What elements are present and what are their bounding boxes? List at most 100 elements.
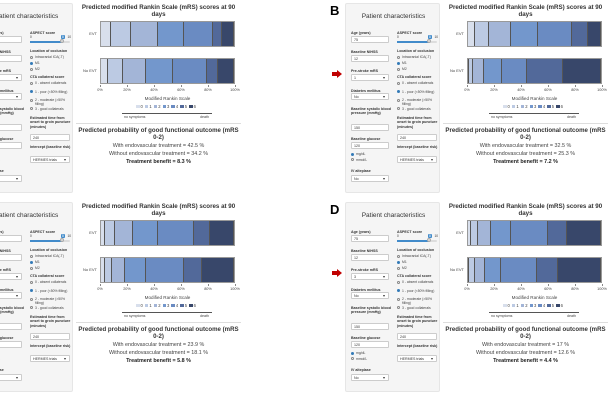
occlusion-radio[interactable]: Intracranial ICA(-T) — [30, 254, 72, 258]
slider-handle[interactable] — [60, 238, 64, 243]
aspect-slider[interactable] — [30, 41, 70, 43]
iv-alteplase-select[interactable]: No — [0, 175, 22, 182]
cta-radio[interactable]: 2 - moderate (>50% filling) — [397, 297, 439, 305]
glucose-unit-radio[interactable]: mg/dL — [351, 152, 365, 156]
systolic-bp-input[interactable]: 150 — [351, 323, 389, 330]
prestroke-mrs-select[interactable]: 2 — [0, 273, 22, 280]
glucose-input[interactable]: 120 — [0, 142, 22, 149]
cta-radio[interactable]: 3 - good collaterals — [30, 306, 72, 310]
slider-min: 0 — [30, 234, 32, 238]
field-label: Baseline glucose — [0, 137, 14, 141]
diabetes-select[interactable]: No — [0, 93, 22, 100]
cta-radio[interactable]: 0 - absent collaterals — [397, 280, 439, 284]
age-input[interactable]: 75 — [351, 235, 389, 242]
cta-radio[interactable]: 0 - absent collaterals — [30, 81, 72, 85]
prestroke-mrs-select[interactable]: 0 — [0, 74, 22, 81]
occlusion-radio[interactable]: M2 — [397, 67, 439, 71]
age-input[interactable]: 75 — [0, 36, 22, 43]
cta-radio[interactable]: 1 - poor (<50% filling) — [397, 90, 439, 94]
prestroke-mrs-select[interactable]: 3 — [351, 273, 389, 280]
onset-to-groin-time-input[interactable]: 240 — [397, 134, 437, 141]
occlusion-radio[interactable]: Intracranial ICA(-T) — [30, 55, 72, 59]
onset-to-groin-time-input[interactable]: 240 — [397, 333, 437, 340]
cta-radio[interactable]: 2 - moderate (>50% filling) — [397, 98, 439, 106]
onset-to-groin-time-input[interactable]: 240 — [30, 333, 70, 340]
bar-segment-mrs-2 — [472, 59, 485, 83]
intercept-select[interactable]: HERMES trials — [397, 156, 437, 163]
bar-segment-mrs-2 — [111, 258, 125, 282]
occlusion-radio[interactable]: M2 — [30, 67, 72, 71]
cta-radio[interactable]: 1 - poor (<50% filling) — [30, 90, 72, 94]
age-input[interactable]: 75 — [351, 36, 389, 43]
onset-to-groin-time-input[interactable]: 240 — [30, 134, 70, 141]
cta-radio[interactable]: 2 - moderate (>50% filling) — [30, 297, 72, 305]
prestroke-mrs-select[interactable]: 1 — [351, 74, 389, 81]
bar-segment-mrs-6 — [562, 59, 601, 83]
field-label: Location of occlusion — [30, 49, 68, 53]
slider-handle[interactable] — [427, 39, 431, 44]
diabetes-select[interactable]: No — [351, 93, 389, 100]
age-input[interactable]: 75 — [0, 235, 22, 242]
aspect-slider[interactable] — [397, 41, 437, 43]
nihss-input[interactable]: 12 — [0, 55, 22, 62]
legend-label: 5 — [184, 104, 188, 109]
occlusion-radio[interactable]: M1 — [397, 61, 439, 65]
legend-item: 0 — [503, 303, 510, 308]
occlusion-radio[interactable]: M2 — [30, 266, 72, 270]
x-axis-label: Modified Rankin Scale — [144, 295, 191, 300]
with-evt-probability: With endovascular treatment = 23.9 % — [112, 342, 205, 348]
legend-item: 6 — [189, 104, 196, 109]
cta-radio[interactable]: 1 - poor (<50% filling) — [397, 289, 439, 293]
cta-radio[interactable]: 0 - absent collaterals — [397, 81, 439, 85]
iv-alteplase-select[interactable]: No — [351, 374, 389, 381]
cta-radio[interactable]: 3 - good collaterals — [397, 306, 439, 310]
bar-segment-mrs-5 — [193, 221, 211, 245]
radio-icon — [30, 254, 33, 258]
glucose-unit-radio[interactable]: mmol/L — [351, 158, 367, 162]
field-label: Baseline NIHSS — [351, 249, 378, 253]
row-label: EVT — [89, 31, 97, 36]
glucose-input[interactable]: 120 — [351, 142, 389, 149]
occlusion-radio[interactable]: M2 — [397, 266, 439, 270]
aspect-slider[interactable] — [30, 240, 70, 242]
systolic-bp-input[interactable]: 150 — [351, 124, 389, 131]
systolic-bp-input[interactable]: 150 — [0, 124, 22, 131]
intercept-select[interactable]: HERMES trials — [30, 156, 70, 163]
radio-label: M2 — [402, 266, 407, 270]
occlusion-radio[interactable]: M1 — [397, 260, 439, 264]
stacked-bar-evt — [467, 220, 602, 246]
cta-radio[interactable]: 1 - poor (<50% filling) — [30, 289, 72, 293]
occlusion-radio[interactable]: M1 — [30, 260, 72, 264]
bar-segment-mrs-0 — [101, 221, 106, 245]
slider-handle[interactable] — [60, 39, 64, 44]
systolic-bp-input[interactable]: 150 — [0, 323, 22, 330]
glucose-input[interactable]: 120 — [351, 341, 389, 348]
occlusion-radio[interactable]: Intracranial ICA(-T) — [397, 254, 439, 258]
intercept-select[interactable]: HERMES trials — [397, 355, 437, 362]
iv-alteplase-select[interactable]: No — [0, 374, 22, 381]
aspect-slider[interactable] — [397, 240, 437, 242]
legend-swatch — [538, 104, 542, 108]
occlusion-radio[interactable]: M1 — [30, 61, 72, 65]
tick-mark — [154, 85, 155, 87]
diabetes-select[interactable]: No — [351, 292, 389, 299]
slider-handle[interactable] — [427, 238, 431, 243]
nihss-input[interactable]: 12 — [351, 254, 389, 261]
cta-radio[interactable]: 3 - good collaterals — [397, 107, 439, 111]
cta-radio[interactable]: 3 - good collaterals — [30, 107, 72, 111]
chart-title: Predicted modified Rankin Scale (mRS) sc… — [448, 4, 603, 18]
field-label: Intercept (baseline risk) — [397, 145, 438, 149]
nihss-input[interactable]: 12 — [0, 254, 22, 261]
cta-radio[interactable]: 2 - moderate (>50% filling) — [30, 98, 72, 106]
intercept-select[interactable]: HERMES trials — [30, 355, 70, 362]
glucose-input[interactable]: 120 — [0, 341, 22, 348]
glucose-unit-radio[interactable]: mmol/L — [351, 357, 367, 361]
radio-label: 0 - absent collaterals — [35, 81, 67, 85]
diabetes-select[interactable]: No — [0, 292, 22, 299]
occlusion-radio[interactable]: Intracranial ICA(-T) — [397, 55, 439, 59]
cta-radio[interactable]: 0 - absent collaterals — [30, 280, 72, 284]
glucose-unit-radio[interactable]: mg/dL — [351, 351, 365, 355]
iv-alteplase-select[interactable]: No — [351, 175, 389, 182]
radio-label: Intracranial ICA(-T) — [402, 55, 431, 59]
nihss-input[interactable]: 12 — [351, 55, 389, 62]
